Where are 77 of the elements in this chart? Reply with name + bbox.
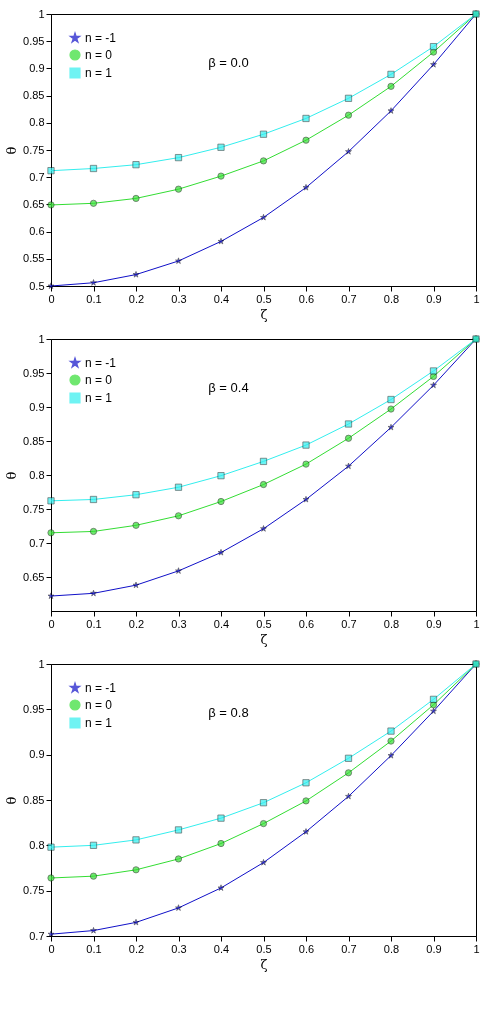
x-tick-label: 0.4 (213, 617, 230, 630)
x-tick-label: 0.8 (383, 942, 400, 955)
legend-label: n = 1 (85, 391, 113, 405)
y-tick-label: 0.95 (23, 366, 45, 379)
y-tick-label: 0.7 (29, 929, 45, 942)
y-tick-label: 0.85 (23, 793, 45, 806)
x-tick-label: 0.6 (298, 942, 315, 955)
x-tick-label: 0.5 (256, 292, 272, 305)
x-tick-label: 0.3 (171, 617, 187, 630)
y-tick-label: 0.55 (23, 252, 45, 265)
y-tick-label: 0.9 (29, 748, 45, 761)
x-tick-label: 0.1 (86, 292, 102, 305)
y-tick-label: 0.9 (29, 61, 45, 74)
x-axis-title: ζ (260, 631, 268, 647)
legend-label: n = -1 (85, 31, 117, 45)
y-tick-label: 0.75 (23, 502, 45, 515)
x-tick-label: 0.7 (341, 942, 357, 955)
annotation: β = 0.4 (208, 379, 249, 395)
x-tick-label: 0.1 (86, 942, 102, 955)
x-tick-label: 0.9 (426, 292, 442, 305)
x-tick-label: 0.6 (298, 617, 315, 630)
y-tick-label: 0.65 (23, 570, 45, 583)
x-axis-title: ζ (260, 956, 268, 972)
y-axis-title: θ (4, 146, 20, 155)
x-tick-label: 0.2 (128, 942, 145, 955)
y-tick-label: 0.95 (23, 702, 45, 715)
annotation: β = 0.8 (208, 704, 249, 720)
legend-label: n = -1 (85, 681, 117, 695)
legend-label: n = -1 (85, 356, 117, 370)
x-tick-label: 0.9 (426, 942, 442, 955)
x-tick-label: 0.6 (298, 292, 315, 305)
y-tick-label: 0.7 (29, 536, 45, 549)
x-tick-label: 0.8 (383, 292, 400, 305)
x-tick-label: 0.3 (171, 942, 187, 955)
x-tick-label: 0.1 (86, 617, 102, 630)
legend-label: n = 0 (85, 373, 113, 387)
x-tick-label: 0.8 (383, 617, 400, 630)
y-tick-label: 0.9 (29, 400, 45, 413)
y-tick-label: 0.75 (23, 884, 45, 897)
x-tick-label: 0.9 (426, 617, 442, 630)
legend-label: n = 1 (85, 716, 113, 730)
legend-label: n = 0 (85, 698, 113, 712)
y-axis-title: θ (4, 471, 20, 480)
y-tick-label: 0.8 (29, 838, 45, 851)
x-tick-label: 0 (48, 617, 55, 630)
x-tick-label: 0.5 (256, 942, 272, 955)
x-tick-label: 0.2 (128, 617, 145, 630)
x-tick-label: 0.7 (341, 617, 357, 630)
y-axis-title: θ (4, 796, 20, 805)
y-tick-label: 0.6 (29, 225, 45, 238)
x-tick-label: 0 (48, 942, 55, 955)
y-tick-label: 0.95 (23, 34, 45, 47)
y-tick-label: 0.5 (29, 279, 45, 292)
y-tick-label: 0.7 (29, 170, 45, 183)
y-tick-label: 0.85 (23, 89, 45, 102)
x-tick-label: 0 (48, 292, 55, 305)
x-tick-label: 0.4 (213, 942, 230, 955)
x-tick-label: 0.7 (341, 292, 357, 305)
legend-label: n = 0 (85, 48, 113, 62)
annotation: β = 0.0 (208, 54, 249, 70)
y-tick-label: 1 (38, 7, 45, 20)
y-tick-label: 0.75 (23, 143, 45, 156)
y-tick-label: 0.85 (23, 434, 45, 447)
y-tick-label: 0.65 (23, 197, 45, 210)
x-axis-title: ζ (260, 306, 268, 322)
x-tick-label: 0.3 (171, 292, 187, 305)
x-tick-label: 0.5 (256, 617, 272, 630)
x-tick-label: 1 (473, 617, 480, 630)
y-tick-label: 0.8 (29, 468, 45, 481)
y-tick-label: 0.8 (29, 116, 45, 129)
x-tick-label: 0.2 (128, 292, 145, 305)
x-tick-label: 1 (473, 942, 480, 955)
y-tick-label: 1 (38, 332, 45, 345)
x-tick-label: 0.4 (213, 292, 230, 305)
x-tick-label: 1 (473, 292, 480, 305)
legend-label: n = 1 (85, 66, 113, 80)
y-tick-label: 1 (38, 657, 45, 670)
